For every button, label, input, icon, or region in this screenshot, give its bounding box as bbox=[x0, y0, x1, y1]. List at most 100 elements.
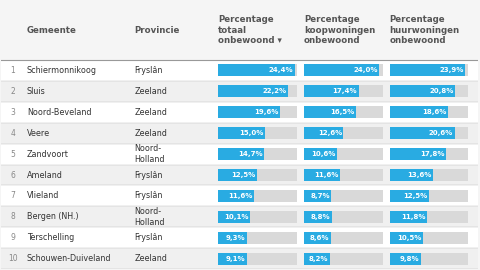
Text: 1: 1 bbox=[10, 66, 15, 75]
Text: 23,9%: 23,9% bbox=[439, 67, 464, 73]
Bar bbox=[304, 211, 383, 223]
Text: Zeeland: Zeeland bbox=[134, 129, 167, 138]
Text: 2: 2 bbox=[10, 87, 15, 96]
Text: 18,6%: 18,6% bbox=[422, 109, 447, 115]
Bar bbox=[0, 102, 478, 123]
Text: Provincie: Provincie bbox=[134, 26, 180, 35]
Bar bbox=[0, 207, 478, 227]
Text: Noord-
Holland: Noord- Holland bbox=[134, 207, 165, 227]
Text: Veere: Veere bbox=[27, 129, 50, 138]
Text: 6: 6 bbox=[10, 171, 15, 180]
Bar bbox=[304, 85, 359, 97]
Bar bbox=[304, 106, 356, 118]
Text: Percentage
huurwoningen
onbewoond: Percentage huurwoningen onbewoond bbox=[390, 15, 460, 45]
Text: 13,6%: 13,6% bbox=[407, 172, 431, 178]
Bar bbox=[218, 232, 297, 244]
Text: 10,6%: 10,6% bbox=[312, 151, 336, 157]
Bar bbox=[0, 144, 478, 164]
Bar bbox=[304, 148, 337, 160]
Text: Percentage
totaal
onbewoond ▾: Percentage totaal onbewoond ▾ bbox=[218, 15, 282, 45]
Text: Zeeland: Zeeland bbox=[134, 87, 167, 96]
Bar bbox=[390, 85, 455, 97]
Bar bbox=[304, 127, 344, 139]
Text: 3: 3 bbox=[10, 108, 15, 117]
Text: 10: 10 bbox=[8, 254, 17, 263]
Text: 7: 7 bbox=[10, 191, 15, 200]
Bar bbox=[390, 190, 429, 202]
Text: 9: 9 bbox=[10, 233, 15, 242]
Text: 20,8%: 20,8% bbox=[430, 88, 454, 94]
Bar bbox=[304, 106, 383, 118]
Bar bbox=[218, 190, 297, 202]
Bar bbox=[304, 64, 383, 76]
Text: Fryslân: Fryslân bbox=[134, 191, 163, 200]
Bar bbox=[304, 211, 332, 223]
Bar bbox=[218, 169, 297, 181]
Bar bbox=[390, 211, 427, 223]
Bar bbox=[218, 232, 247, 244]
Bar bbox=[390, 253, 468, 265]
Bar bbox=[218, 253, 247, 265]
Text: Zandvoort: Zandvoort bbox=[27, 150, 69, 158]
Text: 11,6%: 11,6% bbox=[228, 193, 253, 199]
Bar bbox=[0, 227, 478, 248]
Text: 20,6%: 20,6% bbox=[429, 130, 453, 136]
Bar bbox=[218, 253, 297, 265]
Text: 8,8%: 8,8% bbox=[311, 214, 330, 220]
Bar bbox=[390, 106, 468, 118]
Bar bbox=[390, 253, 420, 265]
Text: 15,0%: 15,0% bbox=[240, 130, 264, 136]
Text: 24,4%: 24,4% bbox=[269, 67, 293, 73]
Bar bbox=[390, 232, 423, 244]
Bar bbox=[218, 127, 297, 139]
Text: Schouwen-Duiveland: Schouwen-Duiveland bbox=[27, 254, 111, 263]
Bar bbox=[218, 127, 265, 139]
Text: 11,8%: 11,8% bbox=[401, 214, 425, 220]
Bar bbox=[218, 106, 297, 118]
Text: 12,6%: 12,6% bbox=[318, 130, 342, 136]
Text: Noord-Beveland: Noord-Beveland bbox=[27, 108, 92, 117]
Text: Zeeland: Zeeland bbox=[134, 254, 167, 263]
Bar bbox=[218, 85, 297, 97]
Bar bbox=[304, 169, 340, 181]
Text: 10,5%: 10,5% bbox=[397, 235, 421, 241]
Bar bbox=[304, 232, 383, 244]
Bar bbox=[304, 190, 383, 202]
Text: Fryslân: Fryslân bbox=[134, 171, 163, 180]
Bar bbox=[0, 60, 478, 81]
Text: 14,7%: 14,7% bbox=[238, 151, 263, 157]
Bar bbox=[390, 106, 448, 118]
Bar bbox=[304, 169, 383, 181]
Bar bbox=[390, 169, 468, 181]
Bar bbox=[218, 106, 280, 118]
Text: 22,2%: 22,2% bbox=[262, 88, 287, 94]
Text: 9,3%: 9,3% bbox=[226, 235, 246, 241]
Bar bbox=[304, 253, 383, 265]
Text: 8,7%: 8,7% bbox=[310, 193, 330, 199]
Bar bbox=[304, 64, 379, 76]
Bar bbox=[218, 148, 264, 160]
Bar bbox=[218, 211, 297, 223]
Text: Noord-
Holland: Noord- Holland bbox=[134, 144, 165, 164]
Text: 12,5%: 12,5% bbox=[403, 193, 428, 199]
Bar bbox=[390, 211, 468, 223]
Bar bbox=[0, 123, 478, 144]
Bar bbox=[0, 81, 478, 102]
Text: 4: 4 bbox=[10, 129, 15, 138]
Bar bbox=[390, 127, 455, 139]
Text: 10,1%: 10,1% bbox=[224, 214, 248, 220]
Text: 5: 5 bbox=[10, 150, 15, 158]
Bar bbox=[304, 85, 383, 97]
Bar bbox=[304, 148, 383, 160]
Bar bbox=[390, 169, 432, 181]
Text: 8,6%: 8,6% bbox=[310, 235, 329, 241]
Bar bbox=[218, 169, 257, 181]
Text: 17,4%: 17,4% bbox=[333, 88, 357, 94]
Bar bbox=[0, 185, 478, 207]
Text: Fryslân: Fryslân bbox=[134, 66, 163, 75]
Bar bbox=[390, 85, 468, 97]
Bar bbox=[218, 85, 288, 97]
Bar bbox=[0, 164, 478, 185]
Bar bbox=[390, 64, 465, 76]
Text: Gemeente: Gemeente bbox=[27, 26, 77, 35]
